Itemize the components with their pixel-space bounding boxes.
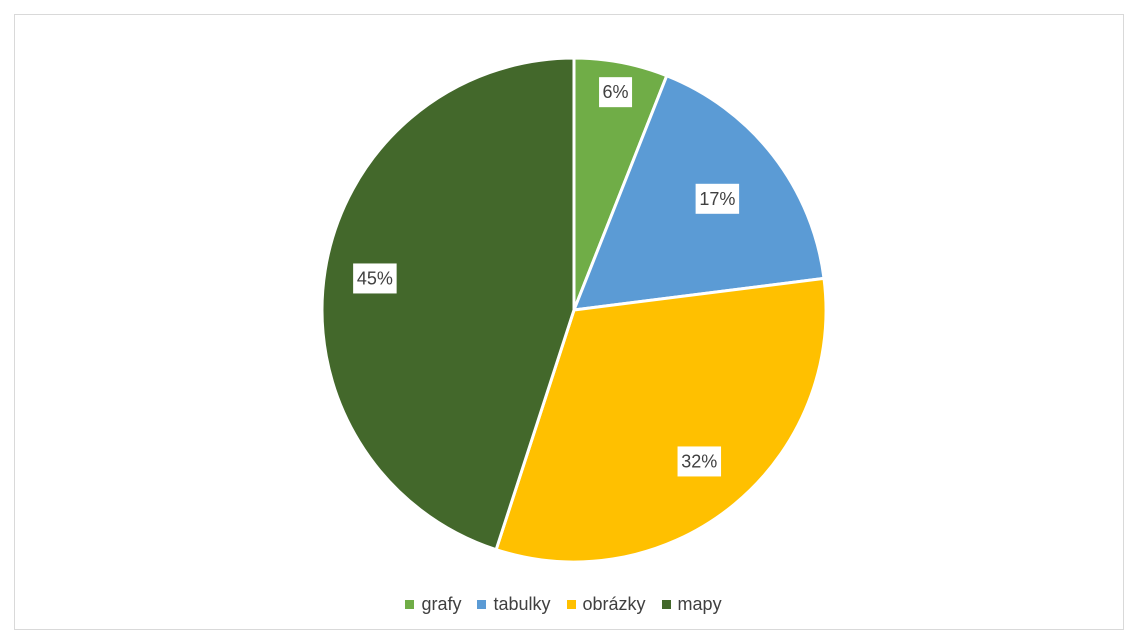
legend-label-tabulky: tabulky <box>493 593 551 614</box>
legend: grafy tabulky obrázky mapy <box>0 590 1127 618</box>
data-label-text-grafy: 6% <box>603 82 629 102</box>
legend-item-mapy: mapy <box>661 593 722 615</box>
pie-slice-mapy <box>320 56 576 552</box>
data-label-box-tabulky <box>695 183 740 214</box>
pie-slice-obrazky <box>494 276 828 564</box>
legend-swatch-grafy <box>405 599 415 609</box>
legend-label-obrazky: obrázky <box>582 593 646 614</box>
data-label-grafy: 6% <box>599 77 633 108</box>
data-label-text-tabulky: 17% <box>699 189 735 209</box>
pie-slices <box>320 56 828 564</box>
data-label-mapy: 45% <box>353 263 397 294</box>
data-label-text-obrazky: 32% <box>681 451 717 471</box>
data-label-box-grafy <box>599 77 633 108</box>
legend-item-grafy: grafy <box>405 594 461 615</box>
data-label-tabulky: 17% <box>695 183 740 214</box>
legend-item-tabulky: tabulky <box>477 593 551 615</box>
legend-item-obrazky: obrázky <box>566 593 646 615</box>
data-label-box-mapy <box>353 263 397 294</box>
data-label-obrazky: 32% <box>677 446 722 477</box>
legend-swatch-obrazky <box>566 599 576 609</box>
legend-label-grafy: grafy <box>421 593 462 614</box>
data-label-box-obrazky <box>677 446 722 477</box>
legend-swatch-tabulky <box>477 599 487 609</box>
data-labels: 6% 17% 32% 45% <box>353 77 740 477</box>
data-label-text-mapy: 45% <box>357 268 393 288</box>
legend-label-mapy: mapy <box>677 593 722 614</box>
legend-swatch-mapy <box>661 599 671 609</box>
